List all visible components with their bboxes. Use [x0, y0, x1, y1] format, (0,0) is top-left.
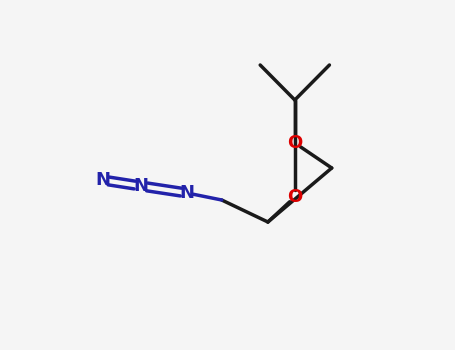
Text: O: O: [287, 134, 303, 152]
Text: N: N: [133, 177, 148, 195]
Text: O: O: [287, 188, 303, 206]
Text: N: N: [95, 171, 110, 189]
Text: N: N: [180, 184, 195, 202]
